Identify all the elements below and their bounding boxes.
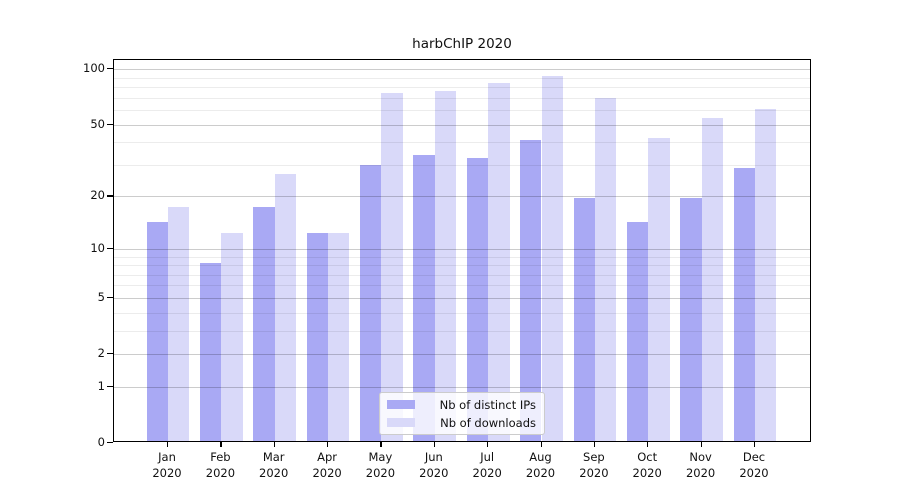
- bar-downloads: [594, 98, 617, 441]
- legend-label-downloads: Nb of downloads: [440, 415, 536, 430]
- x-tick-label: Oct 2020: [632, 450, 662, 480]
- y-tick-label: 0: [97, 435, 105, 449]
- y-tick-label: 50: [90, 116, 105, 131]
- chart-title: harbChIP 2020: [412, 36, 512, 52]
- x-tick-label: Dec 2020: [739, 450, 769, 480]
- bar-distinct-ips: [360, 165, 382, 441]
- legend-item-downloads: Nb of downloads: [387, 416, 536, 430]
- x-tick-mark: [593, 442, 596, 447]
- bar-downloads: [488, 83, 510, 441]
- bar-downloads: [328, 233, 350, 441]
- gridline-major: [114, 69, 810, 71]
- bar-downloads: [701, 117, 723, 441]
- y-tick-mark: [107, 385, 113, 388]
- x-tick-mark: [754, 442, 756, 447]
- bar-downloads: [381, 93, 403, 441]
- bar-distinct-ips: [680, 198, 702, 441]
- y-tick-label: 2: [97, 346, 105, 360]
- y-tick-label: 10: [90, 240, 105, 255]
- x-tick-label: Aug 2020: [525, 450, 556, 480]
- x-tick-label: Apr 2020: [312, 450, 342, 480]
- legend-label-distinct-ips: Nb of distinct IPs: [439, 397, 536, 412]
- x-tick-label: Sep 2020: [579, 450, 609, 480]
- gridline-minor: [114, 97, 810, 99]
- bar-distinct-ips: [573, 198, 595, 441]
- y-tick-label: 1: [97, 378, 105, 393]
- x-tick-label: Mar 2020: [259, 450, 289, 480]
- y-tick-mark: [107, 247, 113, 249]
- bar-downloads: [434, 91, 457, 441]
- x-tick-mark: [380, 442, 382, 447]
- y-tick-mark: [107, 68, 113, 70]
- x-tick-label: Jun 2020: [419, 450, 449, 480]
- plot-area: [113, 59, 811, 442]
- bar-distinct-ips: [466, 157, 489, 441]
- x-tick-mark: [487, 442, 489, 447]
- bar-distinct-ips: [733, 168, 755, 441]
- x-tick-mark: [700, 442, 702, 447]
- bar-downloads: [541, 76, 563, 441]
- bar-distinct-ips: [520, 140, 542, 441]
- x-tick-label: Jan 2020: [152, 450, 182, 480]
- y-tick-mark: [107, 296, 113, 299]
- bar-downloads: [755, 109, 777, 441]
- x-tick-mark: [273, 442, 275, 447]
- bar-downloads: [274, 174, 297, 441]
- x-tick-label: Nov 2020: [685, 450, 716, 480]
- y-tick-label: 20: [90, 188, 105, 203]
- legend-swatch-distinct-ips: [387, 400, 415, 409]
- x-tick-mark: [647, 442, 649, 447]
- bar-distinct-ips: [626, 221, 649, 441]
- y-tick-label: 5: [97, 289, 105, 304]
- y-tick-mark: [107, 195, 113, 197]
- gridline-minor: [114, 109, 810, 111]
- bar-distinct-ips: [413, 155, 435, 441]
- x-tick-label: Feb 2020: [205, 450, 236, 480]
- y-tick-mark: [107, 353, 113, 355]
- x-tick-mark: [433, 442, 436, 447]
- bar-distinct-ips: [146, 221, 168, 441]
- x-tick-mark: [220, 442, 222, 447]
- gridline-minor: [114, 77, 810, 79]
- bar-distinct-ips: [200, 263, 222, 441]
- bar-distinct-ips: [306, 233, 329, 441]
- legend-swatch-downloads: [387, 418, 415, 427]
- x-tick-label: Jul 2020: [472, 450, 502, 480]
- bar-downloads: [221, 233, 243, 441]
- bar-distinct-ips: [253, 206, 275, 441]
- legend-item-distinct-ips: Nb of distinct IPs: [387, 398, 536, 412]
- legend: Nb of distinct IPs Nb of downloads: [379, 392, 545, 435]
- y-tick-label: 100: [83, 61, 105, 76]
- bar-downloads: [648, 138, 670, 441]
- x-tick-mark: [167, 442, 169, 447]
- gridline-minor: [114, 87, 810, 88]
- y-tick-mark: [107, 123, 113, 125]
- x-tick-label: May 2020: [365, 450, 396, 480]
- y-tick-mark: [107, 442, 113, 444]
- bar-downloads: [168, 206, 190, 441]
- x-tick-mark: [540, 442, 542, 447]
- x-tick-mark: [327, 442, 329, 447]
